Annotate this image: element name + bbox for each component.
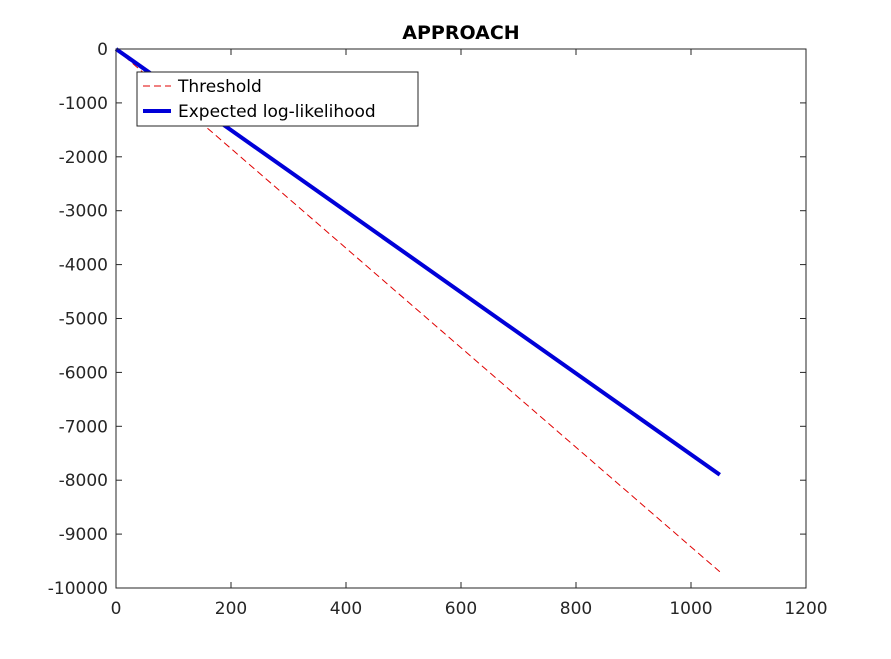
y-tick-label: -3000	[59, 202, 108, 222]
y-tick-label: -9000	[59, 525, 108, 545]
y-tick-label: -1000	[59, 94, 108, 114]
y-tick-label: -10000	[48, 579, 108, 599]
y-tick-label: -2000	[59, 148, 108, 168]
x-tick-label: 200	[215, 599, 247, 619]
legend-label: Threshold	[177, 77, 262, 97]
x-axis: 0 200 400 600 800 1000 1200	[111, 49, 828, 619]
x-tick-label: 800	[560, 599, 592, 619]
x-tick-label: 400	[330, 599, 362, 619]
y-tick-label: -8000	[59, 471, 108, 491]
legend-label: Expected log-likelihood	[178, 102, 376, 122]
y-tick-label: -5000	[59, 310, 108, 330]
y-tick-label: 0	[97, 40, 108, 60]
x-tick-label: 1000	[669, 599, 712, 619]
series-line-threshold	[115, 48, 721, 573]
y-axis: 0 -1000 -2000 -3000 -4000 -5000 -6000 -7000 -800…	[48, 40, 806, 599]
chart-title: APPROACH	[402, 22, 519, 44]
y-tick-label: -4000	[59, 256, 108, 276]
y-tick-label: -7000	[59, 417, 108, 437]
y-tick-label: -6000	[59, 363, 108, 383]
x-tick-label: 600	[445, 599, 477, 619]
x-tick-label: 0	[111, 599, 122, 619]
legend: Threshold Expected log-likelihood	[136, 71, 419, 127]
plot-frame	[115, 48, 807, 589]
x-tick-label: 1200	[784, 599, 827, 619]
legend-box	[136, 71, 419, 127]
plot-area	[116, 49, 806, 588]
